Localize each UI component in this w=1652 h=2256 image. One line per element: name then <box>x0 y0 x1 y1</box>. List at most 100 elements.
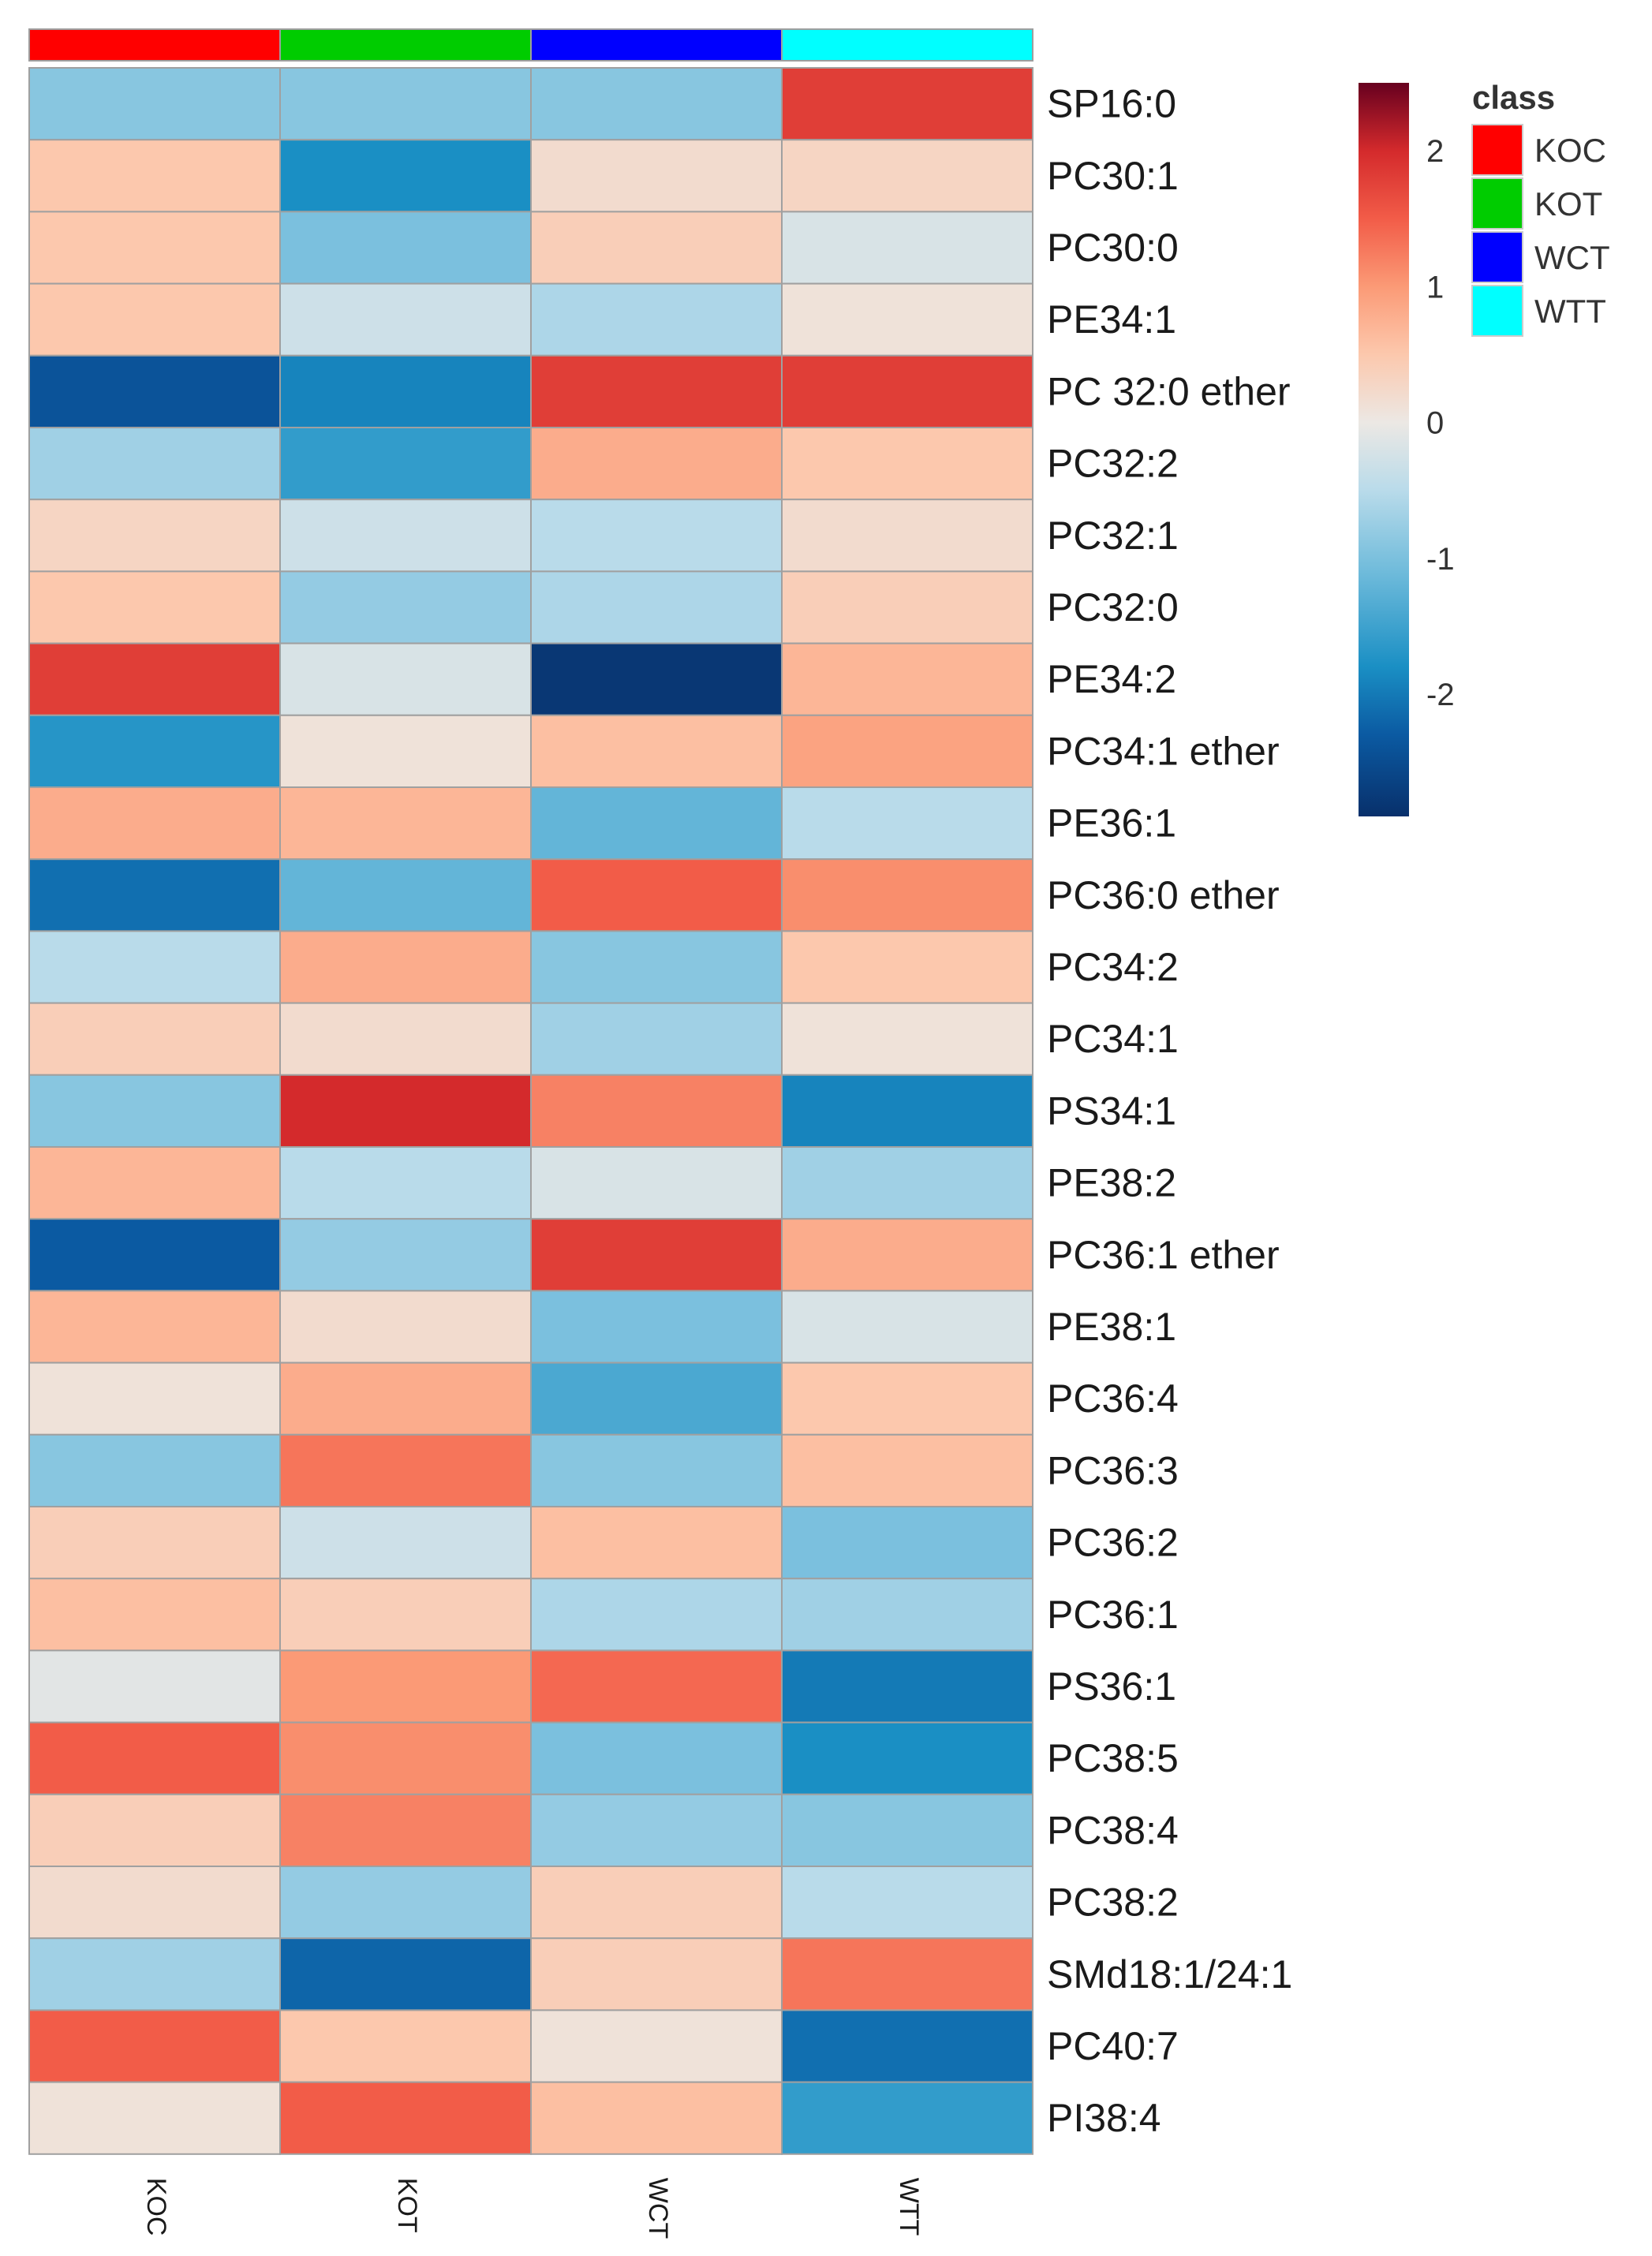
heatmap-cell <box>530 1433 783 1508</box>
heatmap-cell <box>530 1002 783 1076</box>
column-label: KOT <box>392 2178 422 2233</box>
heatmap-cell <box>28 67 281 141</box>
color-scale-tick: -1 <box>1426 542 1455 577</box>
heatmap-cell <box>28 1218 281 1292</box>
row-label: PC30:1 <box>1047 154 1179 198</box>
heatmap-cell <box>28 139 281 213</box>
color-scale-tick: -2 <box>1426 678 1455 712</box>
heatmap-cell <box>530 1361 783 1436</box>
class-bar-segment-kot <box>279 28 532 62</box>
heatmap-cell <box>28 427 281 501</box>
heatmap-cell <box>530 67 783 141</box>
class-bar-segment-koc <box>28 28 281 62</box>
heatmap-cell <box>279 354 532 428</box>
heatmap-cell <box>28 570 281 644</box>
heatmap-cell <box>781 1937 1033 2011</box>
heatmap-cell <box>781 211 1033 285</box>
heatmap-cell <box>279 858 532 932</box>
color-scale-bar <box>1359 83 1409 816</box>
row-label: PE38:1 <box>1047 1305 1176 1349</box>
heatmap-cell <box>530 1866 783 1940</box>
heatmap-cell <box>530 354 783 428</box>
heatmap-cell <box>781 282 1033 357</box>
heatmap-cell <box>279 1002 532 1076</box>
heatmap-cell <box>28 1649 281 1724</box>
heatmap-cell <box>28 1002 281 1076</box>
heatmap-cell <box>530 2009 783 2083</box>
heatmap-cell <box>28 714 281 788</box>
heatmap-cell <box>279 1290 532 1364</box>
heatmap-cell <box>279 1361 532 1436</box>
row-label: PC36:0 ether <box>1047 873 1280 917</box>
heatmap-cell <box>28 1578 281 1652</box>
heatmap-cell <box>279 282 532 357</box>
heatmap-cell <box>781 67 1033 141</box>
heatmap-cell <box>781 786 1033 861</box>
heatmap-cell <box>530 714 783 788</box>
row-labels: SP16:0 PC30:1 PC30:0 PE34:1 PC 32:0 ether PC3… <box>1047 82 1292 2141</box>
color-scale-tick: 2 <box>1426 134 1444 169</box>
heatmap-cell <box>28 211 281 285</box>
row-label: PC36:1 <box>1047 1593 1179 1637</box>
heatmap-cell <box>28 1146 281 1220</box>
heatmap-cell <box>279 139 532 213</box>
heatmap-cell <box>781 1866 1033 1940</box>
heatmap-cell <box>28 2009 281 2083</box>
heatmap-cell <box>781 1578 1033 1652</box>
heatmap-cell <box>530 642 783 716</box>
heatmap-cell <box>781 642 1033 716</box>
heatmap-cell <box>28 786 281 861</box>
row-label: SP16:0 <box>1047 82 1176 126</box>
row-label: PE34:2 <box>1047 657 1176 701</box>
heatmap-cell <box>279 1937 532 2011</box>
heatmap-cell <box>279 67 532 141</box>
heatmap-cell <box>28 642 281 716</box>
class-legend-label: WTT <box>1534 293 1606 330</box>
heatmap-cell <box>530 1721 783 1795</box>
row-label: PC30:0 <box>1047 226 1179 270</box>
heatmap-cell <box>28 2081 281 2155</box>
class-bar-segment-wtt <box>781 28 1033 62</box>
heatmap-cell <box>530 1937 783 2011</box>
heatmap-cell <box>279 1721 532 1795</box>
column-label: WTT <box>894 2178 924 2236</box>
column-label: WCT <box>643 2178 673 2239</box>
row-label: PC36:2 <box>1047 1521 1179 1565</box>
heatmap-cell <box>279 1506 532 1580</box>
row-label: PC34:2 <box>1047 945 1179 989</box>
heatmap-cell <box>530 427 783 501</box>
heatmap-cell <box>781 1002 1033 1076</box>
heatmap-cell <box>28 1433 281 1508</box>
heatmap-cell <box>28 1361 281 1436</box>
class-legend-swatch-kot <box>1471 177 1523 230</box>
heatmap-cell <box>781 2009 1033 2083</box>
heatmap-cell <box>781 858 1033 932</box>
heatmap-cell <box>279 642 532 716</box>
heatmap-cell <box>279 427 532 501</box>
heatmap-cell <box>781 427 1033 501</box>
heatmap-cell <box>530 858 783 932</box>
heatmap-cell <box>781 499 1033 573</box>
color-scale-legend: 2 1 0 -1 -2 <box>1359 83 1455 816</box>
row-label: PC38:2 <box>1047 1881 1179 1925</box>
heatmap-cell <box>530 1793 783 1868</box>
heatmap-cell <box>530 1649 783 1724</box>
row-label: PC34:1 <box>1047 1017 1179 1061</box>
heatmap-cell <box>279 786 532 861</box>
row-label: PS36:1 <box>1047 1664 1176 1709</box>
heatmap-cell <box>530 499 783 573</box>
heatmap-cell <box>530 211 783 285</box>
heatmap-cell <box>530 570 783 644</box>
heatmap-cell <box>279 1074 532 1149</box>
row-label: PC36:3 <box>1047 1448 1179 1492</box>
row-label: PC38:5 <box>1047 1736 1179 1780</box>
class-legend-label: WCT <box>1534 239 1610 276</box>
heatmap-cell <box>279 1218 532 1292</box>
heatmap-cell <box>530 1290 783 1364</box>
class-legend: class KOC KOT WCT WTT <box>1471 79 1610 337</box>
heatmap-cell <box>530 1146 783 1220</box>
heatmap-cell <box>279 1793 532 1868</box>
row-label: PC36:4 <box>1047 1376 1179 1421</box>
heatmap-cell <box>28 1937 281 2011</box>
